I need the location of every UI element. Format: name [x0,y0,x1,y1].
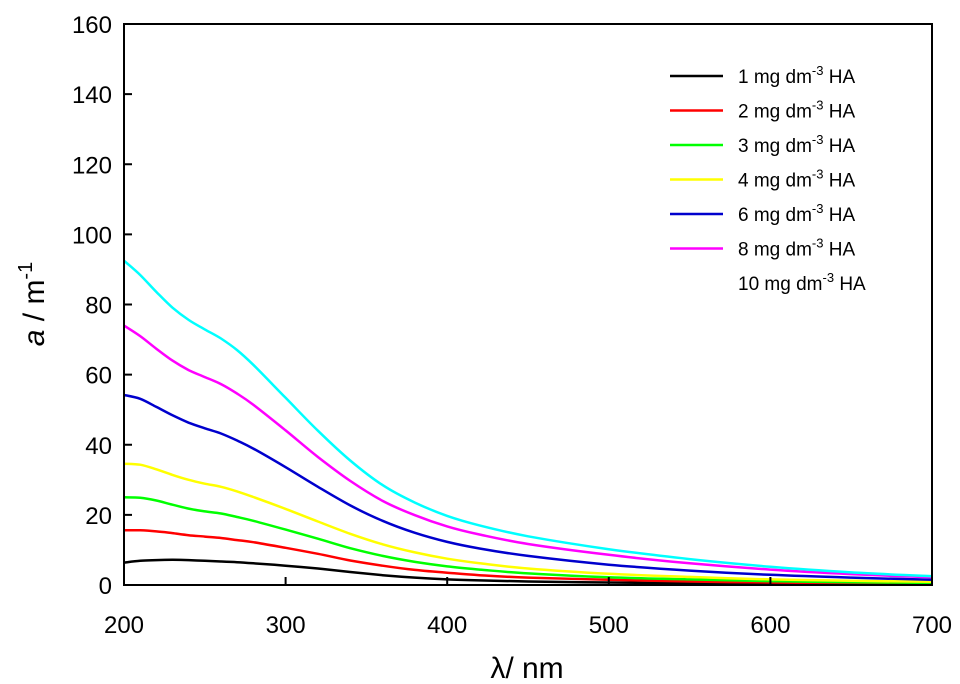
legend-label-text: 3 mg dm [738,136,812,157]
legend-label-suffix: HA [834,274,866,295]
y-axis-ticks: 0 20 40 60 80 100 120 140 160 [72,12,132,600]
x-tick-label: 700 [912,612,952,639]
legend-label-exponent: -3 [812,63,824,78]
y-tick-label: 60 [85,363,112,390]
y-tick-label: 80 [85,293,112,320]
x-axis-title: λ/ nm [490,652,563,684]
legend-label-exponent: -3 [822,270,834,285]
y-axis-title-exponent: -1 [15,262,37,280]
y-tick-label: 0 [99,573,112,600]
legend-label-text: 8 mg dm [738,240,812,261]
legend-label-exponent: -3 [812,98,824,113]
legend-label-suffix: HA [823,171,855,192]
y-tick-label: 120 [72,152,112,179]
legend-label-suffix: HA [823,240,855,261]
legend-label-3: 3 mg dm-3 HA [738,132,855,157]
legend-label-suffix: HA [823,205,855,226]
y-tick-label: 20 [85,503,112,530]
legend-label-5: 6 mg dm-3 HA [738,201,855,226]
legend-label-7: 10 mg dm-3 HA [738,270,866,295]
legend-label-text: 6 mg dm [738,205,812,226]
legend-label-suffix: HA [823,136,855,157]
series-line-1 [123,558,933,586]
x-axis-title-unit: / nm [505,652,563,684]
legend-label-exponent: -3 [812,201,824,216]
series-line-4 [123,462,933,584]
x-tick-label: 400 [427,612,467,639]
series-line-5 [123,393,933,581]
x-tick-label: 600 [750,612,790,639]
x-axis-ticks: 200 300 400 500 600 700 [104,577,952,639]
series-line-7 [123,259,933,578]
series-layer [123,259,933,586]
x-tick-label: 200 [104,612,144,639]
legend-label-text: 1 mg dm [738,67,812,88]
y-tick-label: 100 [72,222,112,249]
legend-label-suffix: HA [823,102,855,123]
series-line-3 [123,496,933,585]
y-axis-title-unit: / m [18,280,51,330]
series-line-2 [123,528,933,585]
legend-label-1: 1 mg dm-3 HA [738,63,855,88]
y-tick-label: 160 [72,12,112,39]
legend-label-exponent: -3 [812,132,824,147]
x-tick-label: 500 [589,612,629,639]
legend-label-6: 8 mg dm-3 HA [738,236,855,261]
y-tick-label: 40 [85,433,112,460]
legend-label-text: 10 mg dm [738,274,822,295]
y-axis-title-symbol: a [18,330,51,347]
legend-label-2: 2 mg dm-3 HA [738,98,855,123]
series-line-6 [123,324,933,579]
y-axis-title: a / m-1 [15,262,51,346]
legend-label-text: 4 mg dm [738,171,812,192]
x-tick-label: 300 [266,612,306,639]
legend-label-suffix: HA [823,67,855,88]
legend-label-exponent: -3 [812,236,824,251]
legend-label-4: 4 mg dm-3 HA [738,167,855,192]
legend-label-text: 2 mg dm [738,102,812,123]
legend: 1 mg dm-3 HA2 mg dm-3 HA3 mg dm-3 HA4 mg… [670,63,866,295]
x-axis-title-symbol: λ [490,652,505,684]
y-tick-label: 140 [72,82,112,109]
legend-label-exponent: -3 [812,167,824,182]
